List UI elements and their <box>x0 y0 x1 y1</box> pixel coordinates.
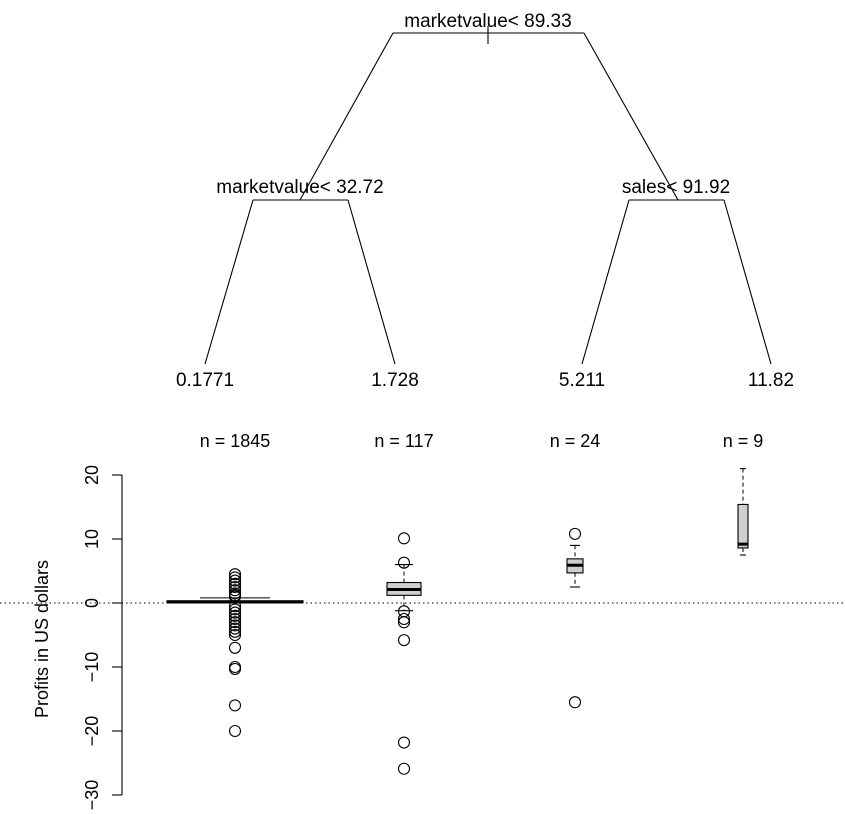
boxes <box>166 468 749 775</box>
outlier-point <box>228 612 242 626</box>
outlier-point <box>397 616 411 629</box>
edge-root-left <box>299 32 394 201</box>
y-tick-label: −30 <box>82 780 102 811</box>
edge-right-leaf4 <box>723 199 772 365</box>
leaf-value-4: 11.82 <box>748 370 794 391</box>
edge-root-right <box>583 32 679 201</box>
outlier-point <box>228 606 242 619</box>
outlier-point <box>228 662 242 675</box>
edge-left-leaf2 <box>347 199 396 365</box>
leaf-count-2: n = 117 <box>374 431 433 451</box>
box-group <box>386 532 422 775</box>
leaf-count-1: n = 1845 <box>200 431 271 451</box>
y-tick-label: −10 <box>82 652 102 683</box>
outlier-point <box>228 603 242 616</box>
outlier-point <box>228 568 242 581</box>
outlier-point <box>228 580 242 594</box>
y-tick-label: 20 <box>82 465 102 485</box>
outlier-point <box>228 616 242 629</box>
outlier-point <box>228 600 242 613</box>
outlier-point <box>397 556 411 569</box>
outlier-point <box>228 619 242 632</box>
outlier-point <box>568 527 582 540</box>
outlier-point <box>228 571 242 584</box>
box-group <box>737 468 749 556</box>
box-group <box>566 527 584 709</box>
outlier-point <box>228 609 242 622</box>
outlier-point <box>397 762 411 775</box>
right-split-label: sales< 91.92 <box>622 177 730 198</box>
root-split-label: marketvalue< 89.33 <box>404 11 571 32</box>
boxplot-panel: 20 10 0 −10 −20 −30 <box>0 465 845 810</box>
outlier-point <box>228 628 242 642</box>
leaf-value-3: 5.211 <box>559 370 605 391</box>
outlier-point <box>397 634 411 647</box>
y-tick-label: 10 <box>82 529 102 549</box>
y-tick-label: −20 <box>82 716 102 747</box>
outlier-point <box>228 641 242 654</box>
outlier-point <box>228 590 242 603</box>
outlier-point <box>228 584 242 597</box>
outlier-point <box>228 699 242 712</box>
y-axis-title: Profits in US dollars <box>32 560 52 718</box>
tree-edges <box>204 26 772 365</box>
outlier-point <box>228 574 242 587</box>
leaf-count-4: n = 9 <box>723 431 764 451</box>
box-group <box>166 568 304 738</box>
box-iqr <box>737 503 749 549</box>
leaf-value-2: 1.728 <box>371 370 419 391</box>
edge-right-leaf3 <box>581 199 630 365</box>
outlier-point <box>568 696 582 709</box>
outlier-point <box>228 625 242 638</box>
leaf-count-3: n = 24 <box>550 431 601 451</box>
left-split-label: marketvalue< 32.72 <box>216 177 383 198</box>
outlier-point <box>397 532 411 545</box>
edge-left-leaf1 <box>204 199 254 365</box>
y-ticks: 20 10 0 −10 −20 −30 <box>82 465 122 810</box>
leaf-value-1: 0.1771 <box>176 370 234 391</box>
outlier-point <box>397 736 411 749</box>
outlier-point <box>397 612 411 626</box>
y-tick-label: 0 <box>82 598 102 608</box>
outlier-point <box>228 724 242 738</box>
outlier-point <box>228 622 242 635</box>
